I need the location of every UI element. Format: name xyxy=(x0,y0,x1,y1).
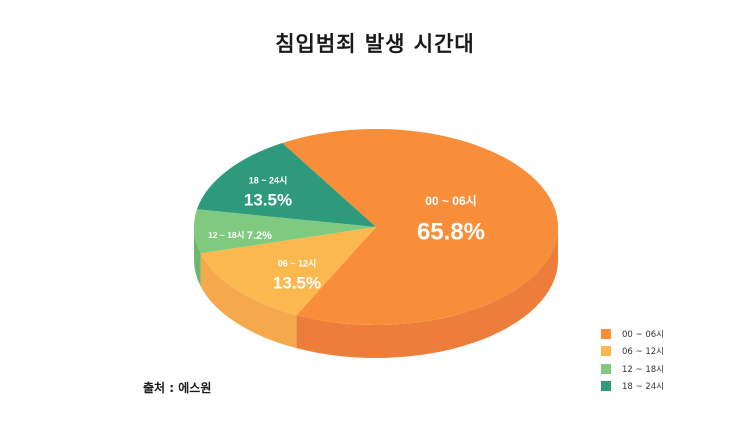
slice-value-label: 7.2% xyxy=(247,230,272,242)
pie-side-0 xyxy=(296,227,558,358)
chart-legend: 00 ~ 06시 06 ~ 12시 12 ~ 18시 18 ~ 24시 xyxy=(601,328,664,398)
legend-item-1: 06 ~ 12시 xyxy=(601,346,664,357)
slice-value-label-1: 13.5% xyxy=(273,273,321,292)
slice-value-label-0: 65.8% xyxy=(417,218,485,245)
slice-value-label-3: 13.5% xyxy=(244,190,292,209)
legend-item-0: 00 ~ 06시 xyxy=(601,328,664,340)
source-note: 출처 : 에스원 xyxy=(143,381,212,395)
legend-item-3: 18 ~ 24시 xyxy=(601,381,664,392)
pie-side-2 xyxy=(194,227,201,287)
slice-category-label-0: 00 ~ 06시 xyxy=(425,194,476,208)
pie-side-1 xyxy=(200,253,297,349)
chart-title: 침입범죄 발생 시간대 xyxy=(275,32,475,56)
pie-slice-3 xyxy=(196,143,376,227)
legend-item-2: 12 ~ 18시 xyxy=(601,363,664,375)
legend-swatch xyxy=(601,381,611,391)
legend-label: 00 ~ 06시 xyxy=(622,329,664,340)
slice-category-label-3: 18 ~ 24시 xyxy=(249,175,288,185)
legend-swatch xyxy=(601,328,611,339)
slice-category-label: 12 ~ 18시 xyxy=(208,230,247,240)
pie-slice-1 xyxy=(200,227,376,316)
legend-label: 18 ~ 24시 xyxy=(622,382,664,392)
legend-swatch xyxy=(601,363,611,374)
slice-label-2: 12 ~ 18시 7.2% xyxy=(208,230,272,242)
pie-slices xyxy=(194,128,559,325)
legend-swatch xyxy=(601,346,611,356)
pie-slice-2 xyxy=(194,209,376,254)
pie-side-walls xyxy=(194,227,558,358)
slice-category-label-1: 06 ~ 12시 xyxy=(278,258,317,268)
pie-slice-0 xyxy=(282,128,559,325)
legend-label: 12 ~ 18시 xyxy=(622,364,664,375)
legend-label: 06 ~ 12시 xyxy=(622,347,664,357)
